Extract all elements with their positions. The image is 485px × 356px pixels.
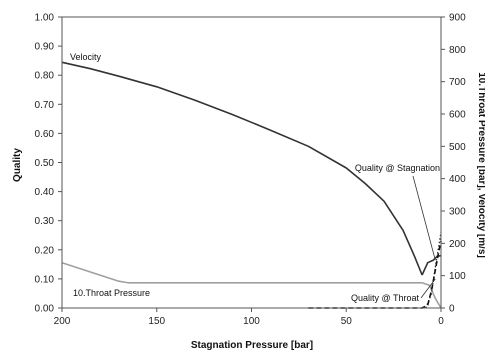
y2-tick-label: 600	[449, 110, 466, 121]
x-tick-label: 0	[438, 316, 444, 327]
y-tick-label: 0.20	[35, 245, 55, 256]
y2-tick-label: 300	[449, 207, 466, 218]
leader-line-quality-stagnation	[412, 175, 436, 261]
annotations: Velocity 10.Throat Pressure Quality @ Stag…	[70, 52, 440, 303]
plot-area	[61, 61, 442, 309]
y-tick-label: 0.40	[35, 187, 55, 198]
y-tick-label: 0.70	[35, 100, 55, 111]
y2-tick-label: 200	[449, 239, 466, 250]
tick-labels: 0.00 0.10 0.20 0.30 0.40 0.50 0.60 0.70 0.80 0.90…	[35, 13, 467, 328]
series-line-1	[421, 254, 442, 276]
y2-tick-label: 900	[449, 13, 466, 24]
series-line-0	[61, 61, 423, 276]
x-tick-label: 100	[243, 316, 260, 327]
y-tick-label: 0.60	[35, 129, 55, 140]
axes	[58, 16, 445, 312]
annotation-velocity: Velocity	[70, 52, 102, 62]
annotation-quality-throat: Quality @ Throat	[351, 293, 419, 303]
x-tick-label: 150	[148, 316, 165, 327]
y2-axis-title: 10.Throat Pressure [bar], Velocity [m/s]	[476, 72, 485, 258]
series-line-4	[308, 240, 442, 309]
y2-tick-label: 800	[449, 45, 466, 56]
x-axis-title: Stagnation Pressure [bar]	[191, 340, 313, 351]
y-tick-label: 0.30	[35, 216, 55, 227]
annotation-quality-stagnation: Quality @ Stagnation	[355, 163, 440, 173]
y2-tick-label: 100	[449, 271, 466, 282]
series-line-2	[61, 261, 442, 309]
x-tick-label: 50	[341, 316, 353, 327]
y-tick-label: 0.80	[35, 71, 55, 82]
y-tick-label: 0.00	[35, 304, 55, 315]
series-line-3	[425, 232, 442, 309]
y-tick-label: 0.90	[35, 42, 55, 53]
y-tick-label: 0.10	[35, 274, 55, 285]
annotation-throat-pressure: 10.Throat Pressure	[73, 288, 150, 298]
y-tick-label: 0.50	[35, 158, 55, 169]
y2-tick-label: 500	[449, 142, 466, 153]
leader-line-quality-throat	[420, 278, 436, 299]
y2-tick-label: 700	[449, 77, 466, 88]
y-tick-label: 1.00	[35, 13, 55, 24]
x-tick-label: 200	[54, 316, 71, 327]
y-axis-title: Quality	[12, 148, 23, 182]
y2-tick-label: 400	[449, 174, 466, 185]
y2-tick-label: 0	[449, 304, 455, 315]
